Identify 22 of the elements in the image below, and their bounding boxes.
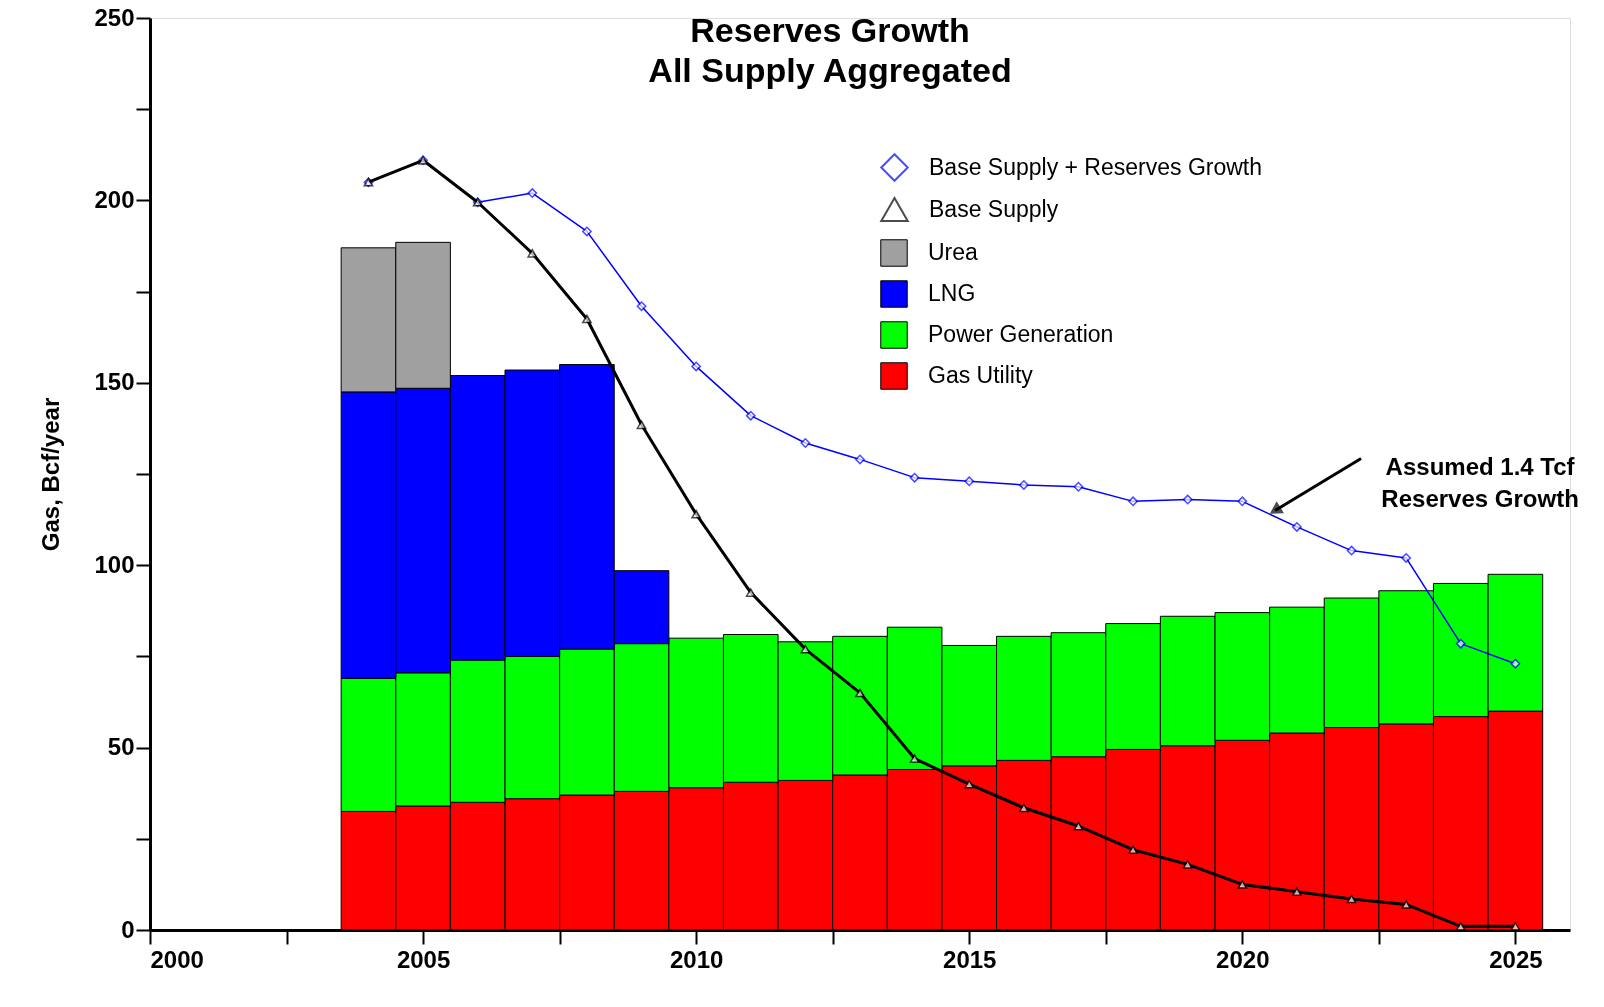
y-tick-label: 100	[94, 550, 135, 578]
x-tick-label: 2010	[669, 945, 724, 973]
y-axis-title: Gas, Bcf/year	[37, 397, 65, 552]
x-tick-label: 2000	[150, 945, 204, 973]
legend-label: Base Supply	[929, 195, 1059, 222]
text: All Supply Aggregated	[648, 51, 1012, 89]
x-tick-label: 2015	[943, 945, 997, 973]
y-tick-label: 150	[94, 368, 135, 396]
legend-label: Base Supply + Reserves Growth	[929, 153, 1263, 180]
y-tick-label: 50	[107, 733, 135, 761]
y-tick-label: 200	[94, 185, 135, 213]
x-tick-label: 2005	[396, 945, 451, 973]
legend-label: Gas Utility	[928, 362, 1034, 388]
chart-title: Reserves Growth	[690, 11, 970, 49]
y-tick-label: 250	[94, 3, 135, 31]
legend-label: Power Generation	[928, 321, 1114, 347]
legend-label: Urea	[928, 239, 979, 265]
x-tick-label: 2025	[1489, 945, 1543, 973]
annotation: Assumed 1.4 Tcf Reserves Growth	[1381, 453, 1579, 513]
legend-label: LNG	[928, 280, 976, 306]
y-tick-label: 0	[121, 915, 135, 943]
x-tick-label: 2020	[1216, 945, 1270, 973]
